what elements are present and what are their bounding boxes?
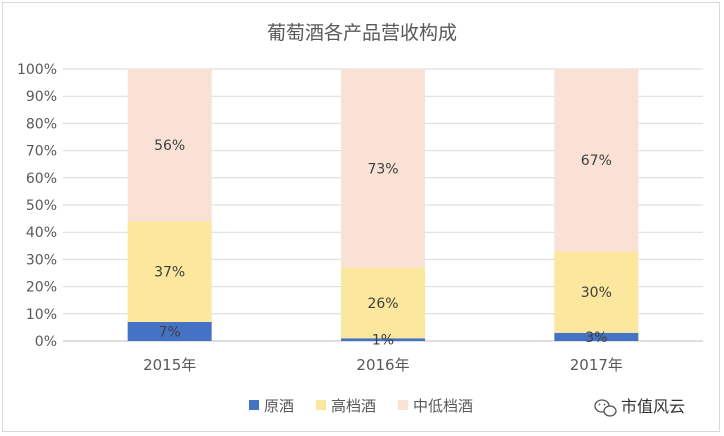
bar-segment [127,69,212,222]
data-labels: 7% 37% 56% 1% 26% 73% 3% 30% 67% [154,138,612,348]
watermark: 市值风云 [594,397,685,417]
bar-segment [554,69,639,252]
data-label: 56% [154,138,185,154]
y-tick-label: 100% [17,62,57,78]
y-tick-label: 70% [26,144,57,160]
chart-svg: 葡萄酒各产品营收构成 0% 10% 20% 30% 40% 50% 60% 70% 80% 90%… [17,22,703,417]
bar-segment [341,69,425,268]
legend-swatch [316,400,326,410]
legend-label: 高档酒 [331,397,376,415]
y-tick-label: 10% [26,307,57,323]
bar-segment [554,251,639,333]
bars [127,69,639,341]
x-axis-ticks: 2015年 2016年 2017年 [143,356,623,374]
bar-segment [554,332,639,341]
bar-segment [341,267,425,339]
x-tick-label: 2015年 [143,356,196,374]
legend-label: 原酒 [264,397,294,415]
watermark-text: 市值风云 [621,397,685,416]
y-tick-label: 30% [26,252,57,268]
chart-title: 葡萄酒各产品营收构成 [267,22,457,44]
bar-segment [127,221,212,322]
wechat-icon [594,399,617,417]
y-tick-label: 20% [26,280,57,296]
y-tick-label: 50% [26,198,57,214]
y-tick-label: 80% [26,116,57,132]
data-label: 26% [367,296,398,312]
data-label: 1% [372,333,394,349]
bar-segment [127,321,212,341]
data-label: 67% [581,153,612,169]
bar-segment [341,338,425,341]
y-tick-label: 60% [26,171,57,187]
data-label: 3% [585,330,607,346]
y-tick-label: 90% [26,89,57,105]
legend-label: 中低档酒 [413,397,473,415]
legend-swatch [398,400,408,410]
legend-swatch [249,400,259,410]
legend: 原酒 高档酒 中低档酒 [249,397,473,415]
x-tick-label: 2016年 [356,356,409,374]
y-tick-label: 0% [35,334,57,350]
data-label: 37% [154,265,185,281]
x-tick-label: 2017年 [570,356,623,374]
chart-frame: 葡萄酒各产品营收构成 0% 10% 20% 30% 40% 50% 60% 70% 80% 90%… [2,2,720,432]
y-axis-ticks: 0% 10% 20% 30% 40% 50% 60% 70% 80% 90% 100% [17,62,57,350]
data-label: 73% [367,161,398,177]
data-label: 30% [581,285,612,301]
data-label: 7% [159,324,181,340]
y-tick-label: 40% [26,225,57,241]
